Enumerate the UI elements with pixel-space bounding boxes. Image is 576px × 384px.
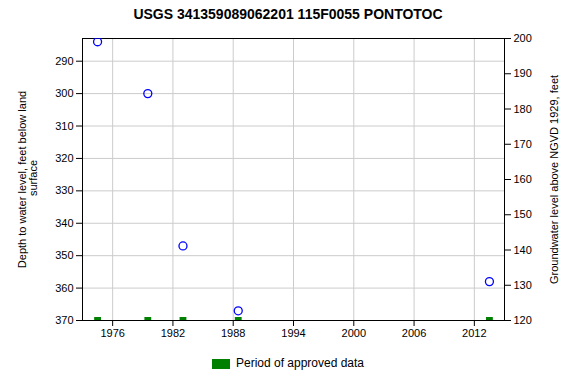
svg-text:200: 200 [514,32,532,44]
svg-text:2000: 2000 [342,327,366,339]
svg-text:1988: 1988 [221,327,245,339]
svg-text:1982: 1982 [161,327,185,339]
svg-text:300: 300 [55,87,73,99]
svg-text:350: 350 [55,249,73,261]
svg-text:310: 310 [55,120,73,132]
svg-text:Depth to water level, feet bel: Depth to water level, feet below land su… [16,91,39,268]
svg-text:360: 360 [55,282,73,294]
svg-text:170: 170 [514,138,532,150]
svg-text:140: 140 [514,244,532,256]
svg-text:190: 190 [514,67,532,79]
svg-text:320: 320 [55,152,73,164]
html-text:Period of approved data: Period of approved data [236,356,364,370]
svg-text:330: 330 [55,184,73,196]
svg-text:340: 340 [55,217,73,229]
svg-text:1976: 1976 [100,327,124,339]
svg-text:120: 120 [514,314,532,326]
svg-text:Groundwater level above NGVD 1: Groundwater level above NGVD 1929, feet [548,75,560,284]
svg-text:2006: 2006 [402,327,426,339]
svg-text:290: 290 [55,55,73,67]
svg-text:1994: 1994 [281,327,305,339]
html-text:USGS 341359089062201 115F0055: USGS 341359089062201 115F0055 PONTOTOC [133,6,443,22]
svg-text:2012: 2012 [462,327,486,339]
svg-text:130: 130 [514,279,532,291]
svg-text:180: 180 [514,103,532,115]
svg-text:160: 160 [514,173,532,185]
svg-text:370: 370 [55,314,73,326]
svg-text:150: 150 [514,208,532,220]
